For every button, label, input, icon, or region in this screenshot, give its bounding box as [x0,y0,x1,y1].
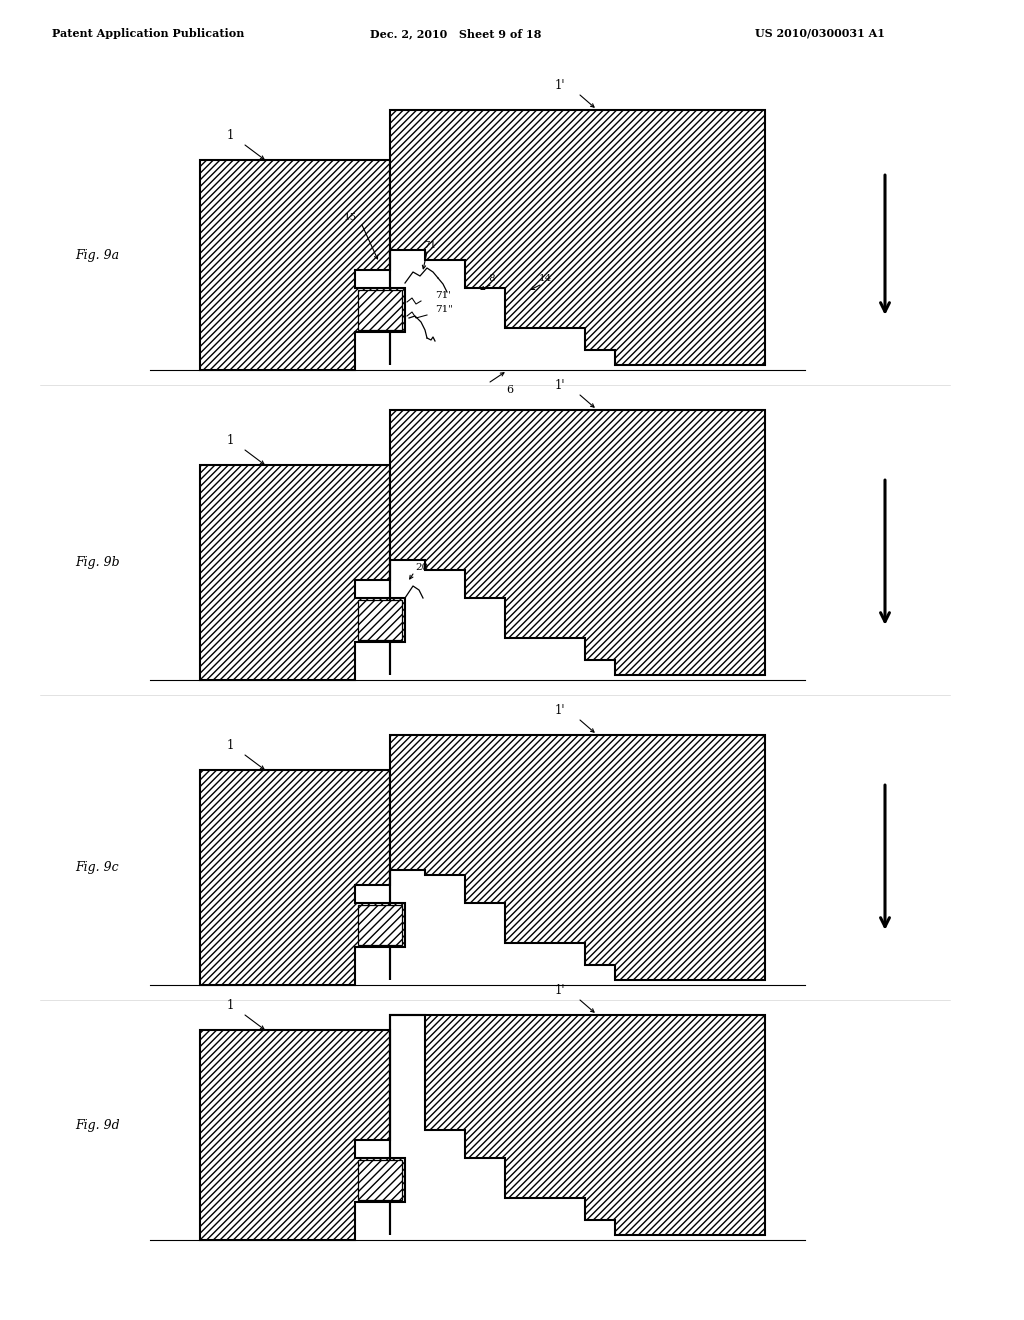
Polygon shape [390,411,765,675]
Text: Dec. 2, 2010   Sheet 9 of 18: Dec. 2, 2010 Sheet 9 of 18 [370,28,542,40]
Text: 1': 1' [555,983,565,997]
Text: Fig. 9b: Fig. 9b [75,556,120,569]
Text: Fig. 9c: Fig. 9c [75,861,119,874]
Polygon shape [390,1015,765,1236]
Polygon shape [200,770,406,985]
Text: Fig. 9a: Fig. 9a [75,248,119,261]
Text: 1: 1 [226,129,233,143]
Text: 15: 15 [343,213,356,222]
Text: 71: 71 [423,242,436,249]
Text: 71": 71" [435,305,453,314]
Polygon shape [358,1160,402,1200]
Text: 1: 1 [226,739,233,752]
Polygon shape [358,906,402,945]
Text: 6: 6 [507,385,514,395]
Text: Fig. 9d: Fig. 9d [75,1118,120,1131]
Polygon shape [390,735,765,979]
Text: 1': 1' [555,79,565,92]
Text: 1': 1' [555,704,565,717]
Polygon shape [390,110,765,366]
Text: 20: 20 [415,564,428,572]
Polygon shape [358,601,402,640]
Text: US 2010/0300031 A1: US 2010/0300031 A1 [755,28,885,40]
Text: 8: 8 [488,275,496,282]
Polygon shape [200,160,406,370]
Text: 1: 1 [226,434,233,447]
Text: Patent Application Publication: Patent Application Publication [52,28,245,40]
Polygon shape [358,290,402,330]
Polygon shape [200,465,406,680]
Text: 71': 71' [435,292,451,301]
Text: 1: 1 [226,999,233,1012]
Text: 1': 1' [555,379,565,392]
Text: 14: 14 [539,275,552,282]
Polygon shape [200,1030,406,1239]
